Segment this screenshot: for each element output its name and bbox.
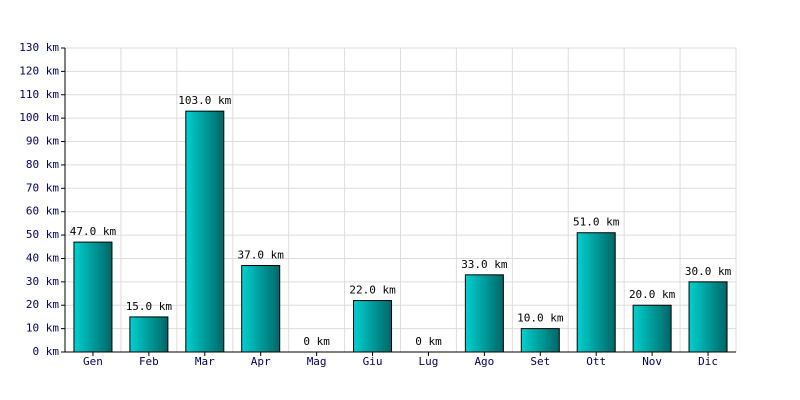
bar (185, 110, 225, 353)
value-label: 33.0 km (461, 258, 508, 271)
value-label: 0 km (415, 335, 442, 348)
y-tick-label: 10 km (26, 322, 59, 335)
bar (353, 300, 393, 353)
y-tick-label: 130 km (19, 41, 59, 54)
value-label: 15.0 km (126, 300, 173, 313)
x-tick-label: Giu (363, 355, 383, 368)
bar (464, 274, 504, 353)
value-label: 22.0 km (349, 284, 396, 297)
y-tick-label: 80 km (26, 158, 59, 171)
y-tick-label: 100 km (19, 111, 59, 124)
y-tick-label: 0 km (33, 345, 60, 358)
bar (632, 304, 672, 353)
x-tick-label: Set (530, 355, 550, 368)
value-label: 30.0 km (685, 265, 732, 278)
x-tick-label: Nov (642, 355, 662, 368)
value-label: 37.0 km (238, 248, 285, 261)
bar (520, 328, 560, 353)
x-tick-label: Ago (474, 355, 494, 368)
value-label: 0 km (303, 335, 330, 348)
y-tick-label: 20 km (26, 298, 59, 311)
y-tick-label: 110 km (19, 88, 59, 101)
value-label: 47.0 km (70, 225, 117, 238)
bar (688, 281, 728, 353)
x-tick-label: Dic (698, 355, 718, 368)
y-tick-label: 90 km (26, 135, 59, 148)
bar (73, 241, 113, 353)
bar (241, 264, 281, 353)
bar (576, 232, 616, 353)
y-tick-label: 30 km (26, 275, 59, 288)
x-tick-label: Gen (83, 355, 103, 368)
value-label: 20.0 km (629, 288, 676, 301)
value-label: 103.0 km (178, 94, 231, 107)
x-tick-label: Mar (195, 355, 215, 368)
bar (129, 316, 169, 353)
x-tick-label: Mag (307, 355, 327, 368)
x-tick-label: Feb (139, 355, 159, 368)
x-tick-label: Ott (586, 355, 606, 368)
y-tick-label: 40 km (26, 251, 59, 264)
x-tick-label: Apr (251, 355, 271, 368)
y-tick-label: 50 km (26, 228, 59, 241)
value-label: 51.0 km (573, 216, 620, 229)
y-tick-label: 60 km (26, 205, 59, 218)
x-tick-label: Lug (419, 355, 439, 368)
value-label: 10.0 km (517, 312, 564, 325)
y-tick-label: 120 km (19, 64, 59, 77)
y-tick-label: 70 km (26, 181, 59, 194)
